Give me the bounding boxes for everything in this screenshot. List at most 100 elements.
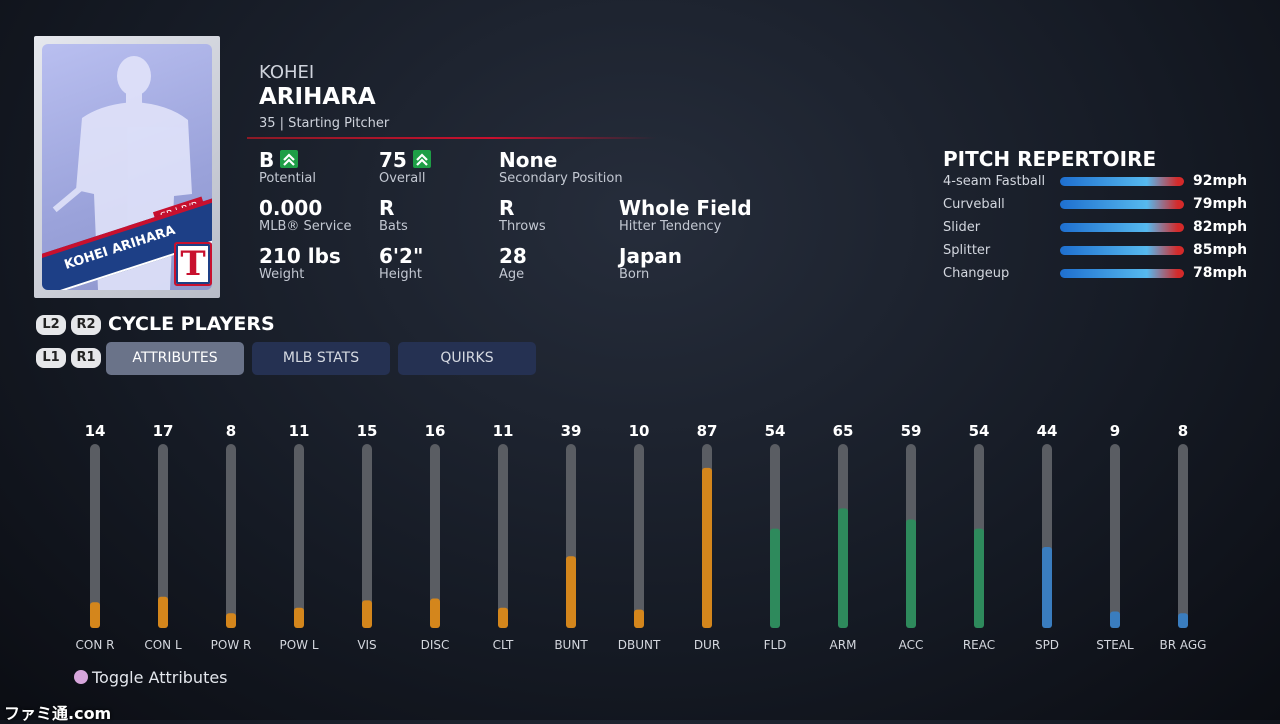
info-label: Overall	[379, 171, 426, 186]
attribute-value: 10	[629, 422, 650, 440]
attribute-value: 39	[561, 422, 582, 440]
attribute-chart: 14 CON R 17 CON L 8 POW R 11 POW L 15 VIS 16 DISC 11…	[76, 422, 1207, 652]
attribute-bar	[362, 600, 372, 628]
info-label: Throws	[499, 219, 546, 234]
attribute-name: ARM	[830, 638, 857, 652]
attribute-name: BUNT	[554, 638, 588, 652]
attribute-bar	[634, 609, 644, 628]
attribute-bar	[566, 556, 576, 628]
attribute-track	[90, 444, 100, 628]
attribute-value: 59	[901, 422, 922, 440]
upgrade-icon	[412, 150, 431, 168]
attribute-value: 11	[289, 422, 310, 440]
attribute-name: DBUNT	[618, 638, 661, 652]
attribute-value: 8	[1178, 422, 1188, 440]
watermark: ファミ通.com	[4, 704, 112, 723]
info-value: 6'2"	[379, 244, 424, 268]
cycle-label: CYCLE PLAYERS	[108, 313, 275, 335]
attribute-bar	[498, 607, 508, 628]
attribute-track	[634, 444, 644, 628]
attribute-name: STEAL	[1096, 638, 1134, 652]
first-name: KOHEI	[259, 62, 315, 83]
attribute-name: ACC	[899, 638, 924, 652]
player-subtitle: 35 | Starting Pitcher	[259, 116, 390, 131]
pitch-bar	[1060, 177, 1184, 186]
attribute-track	[362, 444, 372, 628]
info-value: R	[499, 196, 515, 220]
attribute-bar	[838, 508, 848, 628]
attribute-name: DISC	[421, 638, 450, 652]
pitch-speed: 85mph	[1193, 242, 1248, 258]
pitch-speed: 82mph	[1193, 219, 1248, 235]
info-label: Age	[499, 267, 525, 282]
attribute-value: 16	[425, 422, 446, 440]
attribute-name: POW R	[211, 638, 252, 652]
attribute-track	[430, 444, 440, 628]
team-logo: T	[174, 242, 212, 286]
attribute-value: 54	[969, 422, 990, 440]
attribute-bar	[1110, 611, 1120, 628]
attribute-track	[226, 444, 236, 628]
attribute-value: 17	[153, 422, 174, 440]
attribute-name: CON R	[76, 638, 115, 652]
attribute-name: VIS	[357, 638, 376, 652]
attribute-bar	[702, 467, 712, 628]
pitch-speed: 92mph	[1193, 173, 1248, 189]
info-label: Secondary Position	[499, 171, 623, 186]
attribute-name: FLD	[764, 638, 787, 652]
pitch-title: PITCH REPERTOIRE	[943, 147, 1157, 171]
info-value: B	[259, 148, 299, 172]
attribute-name: CON L	[144, 638, 182, 652]
attribute-bar	[226, 613, 236, 628]
attribute-bar	[1178, 613, 1188, 628]
shoulder-button: R2	[71, 315, 101, 335]
attribute-name: SPD	[1035, 638, 1059, 652]
info-value: 28	[499, 244, 527, 268]
pitch-speed: 79mph	[1193, 196, 1248, 212]
pitch-speed: 78mph	[1193, 265, 1248, 281]
info-value: None	[499, 148, 558, 172]
upgrade-icon	[280, 150, 299, 168]
attribute-value: 8	[226, 422, 236, 440]
toggle-attributes[interactable]: Toggle Attributes	[92, 668, 228, 687]
attribute-bar	[906, 519, 916, 628]
tab[interactable]: ATTRIBUTES	[106, 342, 244, 375]
tab[interactable]: QUIRKS	[398, 342, 536, 375]
attribute-track	[158, 444, 168, 628]
pitch-name: Curveball	[943, 197, 1005, 212]
divider	[247, 137, 657, 139]
info-label: Weight	[259, 267, 305, 282]
attribute-track	[1110, 444, 1120, 628]
info-label: Hitter Tendency	[619, 219, 722, 234]
attribute-bar	[430, 598, 440, 628]
info-value: 0.000	[259, 196, 323, 220]
pitch-name: Splitter	[943, 243, 991, 258]
attribute-value: 14	[85, 422, 106, 440]
pitch-bar	[1060, 246, 1184, 255]
attribute-name: DUR	[694, 638, 720, 652]
attribute-bar	[1042, 547, 1052, 628]
tab[interactable]: MLB STATS	[252, 342, 390, 375]
info-value: 210 lbs	[259, 244, 341, 268]
attribute-bar	[294, 607, 304, 628]
attribute-name: POW L	[279, 638, 318, 652]
info-value: R	[379, 196, 395, 220]
info-value: 75	[379, 148, 431, 172]
attribute-bar	[974, 528, 984, 628]
attribute-track	[294, 444, 304, 628]
info-label: Potential	[259, 171, 316, 186]
info-label: MLB® Service	[259, 219, 352, 234]
attribute-name: REAC	[963, 638, 995, 652]
attribute-value: 54	[765, 422, 786, 440]
attribute-value: 15	[357, 422, 378, 440]
attribute-track	[1178, 444, 1188, 628]
attribute-value: 9	[1110, 422, 1120, 440]
pitch-name: Slider	[943, 220, 981, 235]
info-value: Whole Field	[619, 196, 752, 220]
info-value: Japan	[619, 244, 682, 268]
attribute-bar	[158, 596, 168, 628]
player-card: SP | R/R KOHEI ARIHARA T	[34, 36, 220, 298]
pitch-bar	[1060, 200, 1184, 209]
attribute-name: CLT	[493, 638, 514, 652]
